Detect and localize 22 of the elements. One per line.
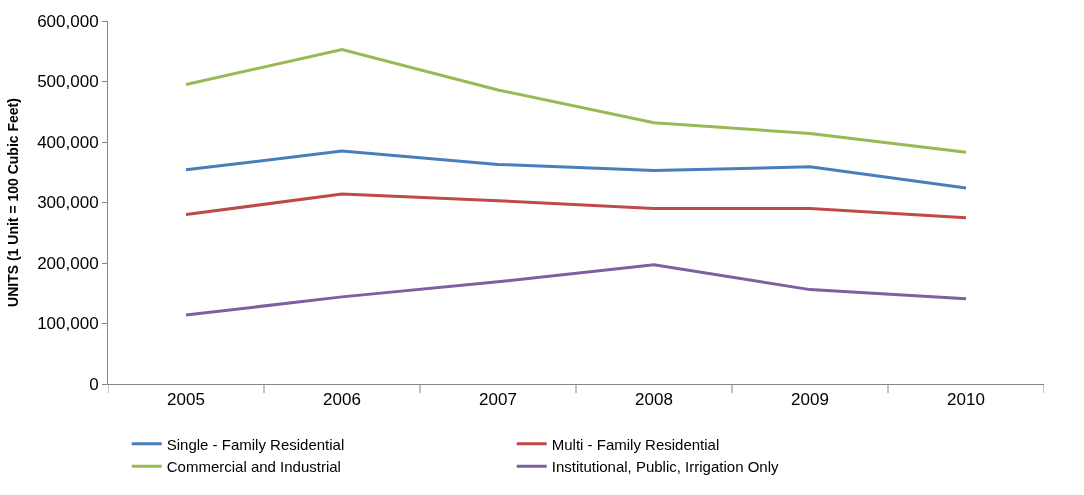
- x-tick-label: 2006: [323, 390, 361, 410]
- y-tick-label: 300,000: [37, 193, 99, 213]
- y-tick-label: 100,000: [37, 314, 99, 334]
- legend-label: Single - Family Residential: [166, 435, 345, 453]
- x-tick-label: 2010: [947, 390, 985, 410]
- y-tick-label: 500,000: [37, 72, 99, 92]
- line-series: [184, 47, 968, 154]
- y-tick-label: 0: [89, 374, 99, 394]
- x-tick-label: 2009: [791, 390, 829, 410]
- y-tick-label: 600,000: [37, 11, 99, 31]
- legend-label: Commercial and Industrial: [166, 458, 341, 476]
- line-series: [184, 149, 968, 190]
- x-tick-label: 2008: [635, 390, 673, 410]
- y-tick-label: 200,000: [37, 253, 99, 273]
- line-series: [184, 263, 968, 317]
- y-tick-label: 400,000: [37, 132, 99, 152]
- y-axis-title: UNITS (1 Unit = 100 Cubic Feet): [4, 98, 21, 307]
- legend-label: Institutional, Public, Irrigation Only: [551, 458, 779, 476]
- x-tick-label: 2007: [479, 390, 517, 410]
- x-tick-label: 2005: [167, 390, 205, 410]
- legend-label: Multi - Family Residential: [551, 435, 720, 453]
- line-series: [184, 192, 968, 220]
